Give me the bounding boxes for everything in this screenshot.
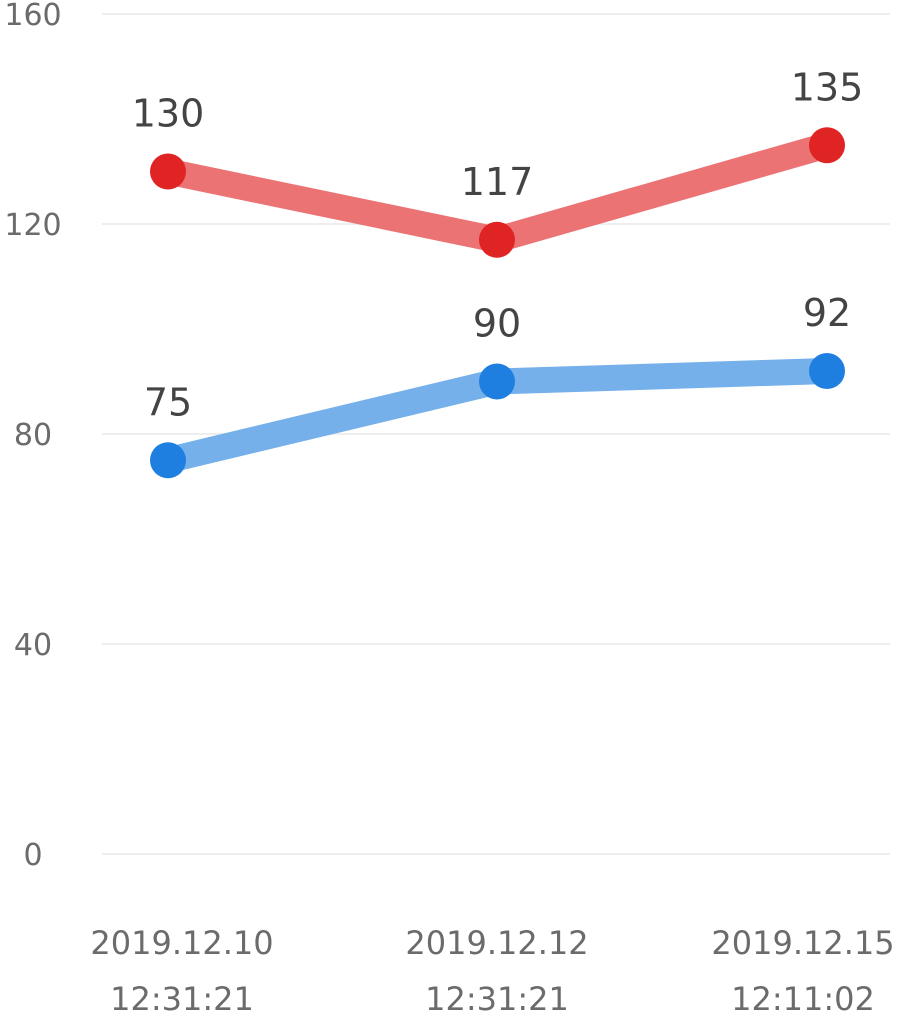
data-point bbox=[150, 442, 186, 479]
y-tick-label: 160 bbox=[4, 0, 61, 33]
data-label: 92 bbox=[803, 291, 851, 335]
data-point bbox=[479, 363, 515, 400]
data-label: 130 bbox=[132, 92, 205, 136]
y-tick-label: 0 bbox=[23, 838, 42, 873]
x-tick-label: 12:31:21 bbox=[110, 980, 254, 1011]
y-axis-ticks: 0 40 80 120 160 bbox=[4, 0, 61, 873]
x-tick-label: 2019.12.10 bbox=[90, 924, 273, 962]
series-points bbox=[150, 127, 845, 479]
y-tick-label: 80 bbox=[14, 418, 52, 453]
x-tick-label: 2019.12.12 bbox=[405, 924, 588, 962]
y-tick-label: 120 bbox=[4, 208, 61, 243]
x-tick-label: 12:31:21 bbox=[425, 980, 569, 1011]
data-label: 135 bbox=[791, 65, 864, 109]
data-label: 75 bbox=[144, 380, 192, 424]
data-labels: 130 117 135 75 90 92 bbox=[132, 65, 864, 424]
data-point bbox=[150, 153, 186, 190]
data-label: 117 bbox=[461, 160, 534, 204]
data-point bbox=[809, 353, 845, 389]
data-point bbox=[809, 127, 845, 164]
x-tick-label: 12:11:02 bbox=[731, 980, 875, 1011]
x-axis-ticks: 2019.12.10 12:31:21 2019.12.12 12:31:21 2019… bbox=[90, 924, 894, 1011]
y-tick-label: 40 bbox=[14, 628, 52, 663]
data-label: 90 bbox=[473, 302, 521, 346]
gridlines bbox=[102, 13, 890, 855]
x-tick-label: 2019.12.15 bbox=[711, 924, 894, 962]
data-point bbox=[479, 221, 515, 258]
